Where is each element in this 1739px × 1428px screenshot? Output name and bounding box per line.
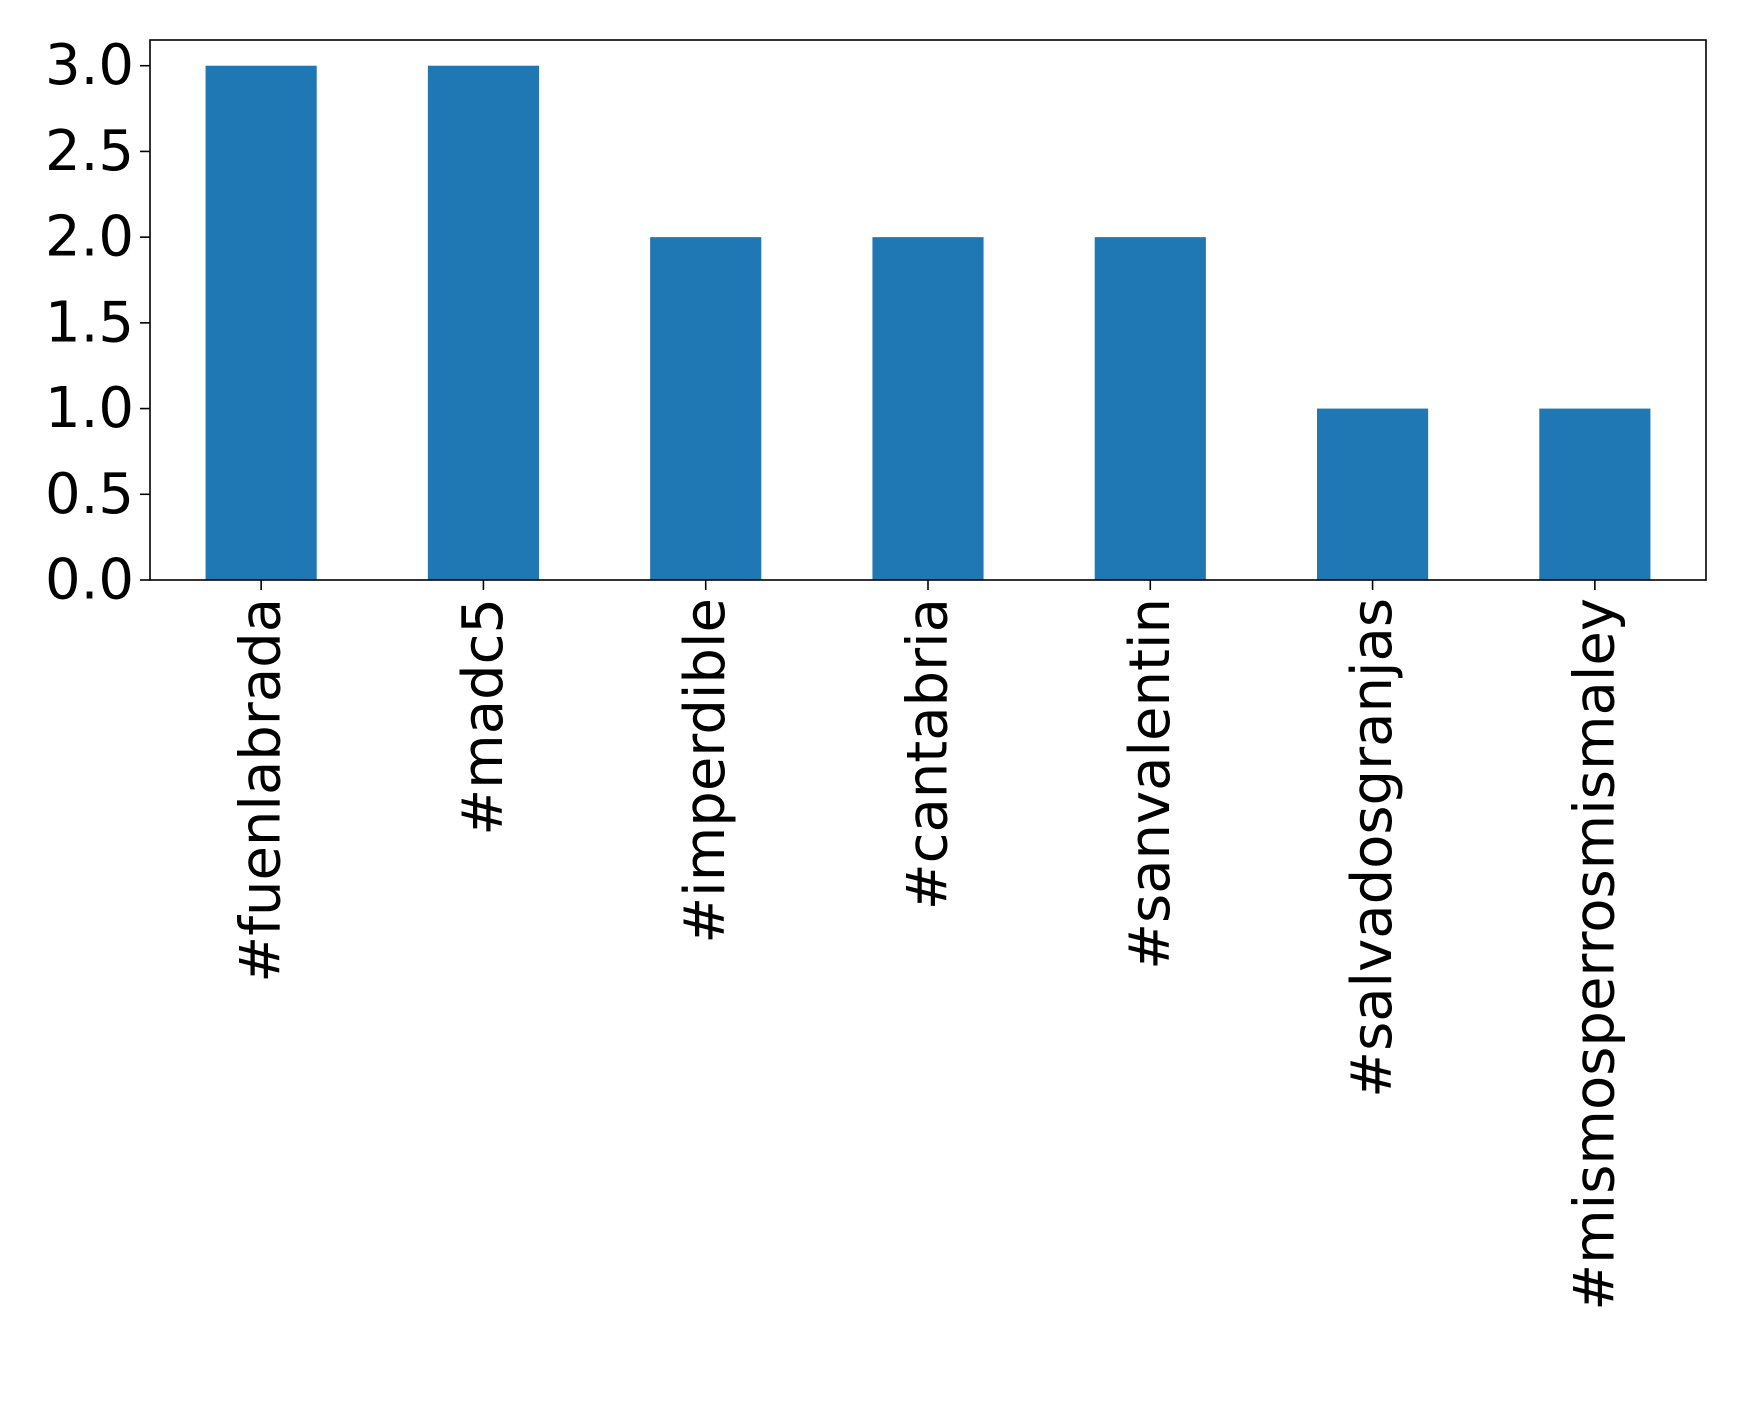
y-axis: 0.0 0.5 1.0 1.5 2.0 2.5 3.0 [45, 33, 150, 613]
x-tick-label-6: #mismosperrosmismaley [1562, 598, 1627, 1311]
bar-0 [205, 65, 317, 580]
bar-1 [427, 65, 539, 580]
y-tick-label-1: 0.5 [45, 462, 134, 527]
y-tick-label-2: 1.0 [45, 376, 134, 441]
bar-4 [1094, 237, 1206, 580]
bar-6 [1539, 408, 1651, 580]
x-tick-label-5: #salvadosgranjas [1340, 598, 1405, 1098]
y-tick-label-5: 2.5 [45, 119, 134, 184]
x-tick-label-1: #madc5 [451, 598, 516, 836]
bar-3 [872, 237, 984, 580]
x-tick-label-3: #cantabria [896, 598, 961, 910]
y-tick-label-3: 1.5 [45, 290, 134, 355]
x-tick-label-4: #sanvalentin [1118, 598, 1183, 970]
y-tick-label-4: 2.0 [45, 205, 134, 270]
x-axis: #fuenlabrada #madc5 #imperdible #cantabria #… [229, 580, 1627, 1311]
y-tick-label-0: 0.0 [45, 548, 134, 613]
y-tick-label-6: 3.0 [45, 33, 134, 98]
plot-frame [149, 39, 1707, 581]
x-tick-label-2: #imperdible [673, 598, 738, 944]
x-tick-label-0: #fuenlabrada [229, 598, 294, 983]
bar-2 [650, 237, 762, 580]
bar-5 [1317, 408, 1429, 580]
bars-layer [205, 65, 1651, 580]
